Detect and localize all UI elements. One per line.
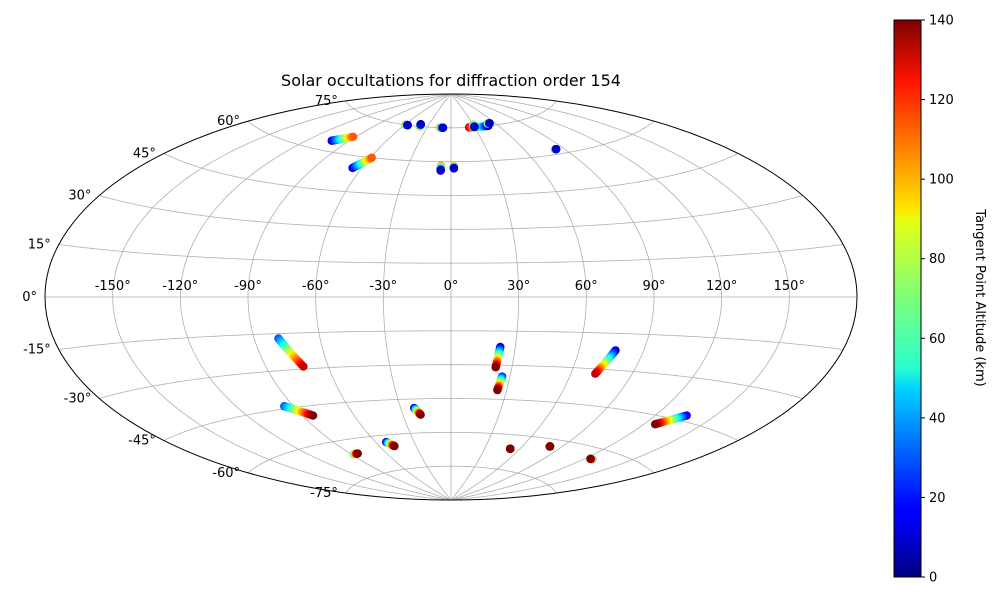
colorbar-gradient <box>893 19 922 578</box>
occultation-points <box>274 119 691 464</box>
lon-tick-label: -60° <box>302 279 330 294</box>
lat-tick-label: -75° <box>310 486 338 501</box>
parallel-line <box>163 153 739 196</box>
data-point <box>545 442 555 451</box>
data-point <box>470 122 479 132</box>
map-area: -150° -120° -90° -60° -30° 0° 30° 60° 90° 120° 150… <box>22 93 858 501</box>
parallel-line <box>58 330 844 350</box>
data-point <box>485 119 494 128</box>
data-point <box>591 369 600 378</box>
data-point <box>416 410 425 419</box>
lon-tick-label: -90° <box>234 279 262 294</box>
parallel-line <box>99 364 803 399</box>
data-point <box>650 420 660 429</box>
parallel-line <box>345 465 557 494</box>
lon-tick-label: 150° <box>774 279 805 294</box>
data-point <box>353 449 362 458</box>
data-point <box>506 444 515 453</box>
parallel-line <box>163 398 739 441</box>
data-point <box>552 144 561 154</box>
lon-tick-label: 90° <box>642 279 665 294</box>
data-point <box>586 454 595 464</box>
colorbar-tick-label: 80 <box>929 252 946 267</box>
colorbar-tick-label: 120 <box>929 93 954 108</box>
lon-tick-label: 30° <box>507 279 530 294</box>
lat-tick-label: 60° <box>217 114 240 129</box>
chart-title: Solar occultations for diffraction order… <box>281 71 621 90</box>
lon-tick-label: -120° <box>162 279 198 294</box>
parallel-line <box>247 120 655 163</box>
data-point <box>403 120 412 130</box>
graticule <box>45 94 857 500</box>
colorbar: 0 20 40 60 80 100 120 140 Tangent Point Altitud… <box>893 14 987 586</box>
colorbar-tick-label: 0 <box>929 571 937 586</box>
lat-tick-label: 45° <box>133 147 156 162</box>
data-point <box>367 153 376 162</box>
lat-tick-labels: -75° -60° -45° -30° -15° 0° 15° 30° 45° 60° 75° <box>22 94 338 501</box>
map-boundary <box>44 93 858 501</box>
lon-tick-label: -150° <box>95 279 131 294</box>
colorbar-ticks: 0 20 40 60 80 100 120 140 <box>921 14 954 586</box>
lat-tick-label: -45° <box>128 434 156 449</box>
colorbar-label: Tangent Point Altitude (km) <box>972 208 987 386</box>
data-point <box>348 132 358 142</box>
lon-tick-labels: -150° -120° -90° -60° -30° 0° 30° 60° 90° 120° 150… <box>95 279 805 294</box>
data-point <box>493 385 502 395</box>
parallel-line <box>99 195 803 230</box>
data-point <box>390 441 399 451</box>
data-point <box>299 362 308 371</box>
colorbar-tick-label: 100 <box>929 173 954 188</box>
lat-tick-label: -60° <box>212 466 240 481</box>
data-point <box>436 166 445 175</box>
lat-tick-label: -15° <box>23 343 51 358</box>
parallel-line <box>247 431 655 474</box>
lon-tick-label: -30° <box>369 279 397 294</box>
lon-tick-label: 60° <box>575 279 598 294</box>
lat-tick-label: 75° <box>315 94 338 109</box>
data-point <box>438 123 448 132</box>
lat-tick-label: 30° <box>68 189 91 204</box>
colorbar-tick-label: 60 <box>929 332 946 347</box>
lon-tick-label: 120° <box>706 279 737 294</box>
colorbar-tick-label: 20 <box>929 491 946 506</box>
data-point <box>491 363 500 372</box>
lat-tick-label: 0° <box>22 290 37 305</box>
colorbar-tick-label: 140 <box>929 14 954 29</box>
lat-tick-label: -30° <box>64 392 92 407</box>
data-point <box>308 411 318 420</box>
lon-tick-label: 0° <box>444 279 459 294</box>
parallel-line <box>58 244 844 264</box>
colorbar-tick-label: 40 <box>929 411 946 426</box>
data-point <box>449 164 459 173</box>
data-point <box>416 120 426 129</box>
parallel-line <box>345 100 557 129</box>
lat-tick-label: 15° <box>28 238 51 253</box>
